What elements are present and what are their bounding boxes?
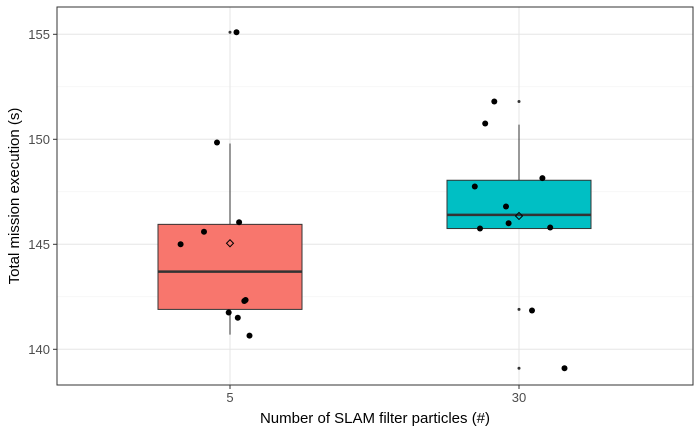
x-axis-title: Number of SLAM filter particles (#)	[260, 410, 490, 427]
data-point	[214, 139, 220, 146]
data-point	[471, 183, 478, 190]
data-point	[491, 98, 498, 105]
box-body	[157, 223, 303, 310]
outlier-point	[517, 307, 521, 311]
box-30	[446, 100, 592, 370]
data-point	[505, 220, 512, 227]
data-point	[236, 219, 243, 226]
box-5	[157, 30, 303, 335]
y-tick-label: 155	[28, 27, 50, 42]
outlier-point	[517, 100, 521, 103]
y-tick-label: 150	[28, 132, 50, 147]
outlier-point	[517, 366, 521, 370]
mean-marker	[514, 211, 524, 221]
data-point	[246, 332, 253, 339]
box-body	[446, 179, 592, 230]
data-point	[482, 120, 489, 127]
data-point	[539, 175, 546, 182]
data-point	[547, 224, 554, 231]
x-axis: 5 30	[226, 385, 526, 405]
data-point	[225, 309, 232, 316]
x-tick-label: 5	[226, 390, 233, 405]
mean-marker	[225, 239, 235, 248]
y-tick-label: 145	[28, 237, 50, 252]
data-point	[561, 365, 568, 372]
data-point	[241, 298, 248, 304]
y-tick-label: 140	[28, 342, 50, 357]
data-point	[201, 228, 207, 235]
data-point	[233, 29, 240, 36]
data-point	[177, 241, 184, 248]
y-axis-title: Total mission execution (s)	[6, 108, 23, 285]
data-point	[477, 225, 483, 232]
data-point	[529, 307, 535, 314]
boxes	[157, 30, 592, 370]
panel-border	[56, 6, 694, 386]
outlier-point	[228, 30, 232, 34]
data-points	[177, 29, 568, 372]
y-axis: 140 145 150 155	[28, 27, 57, 357]
x-tick-label: 30	[512, 390, 526, 405]
data-point	[234, 314, 241, 321]
data-point	[503, 203, 509, 210]
